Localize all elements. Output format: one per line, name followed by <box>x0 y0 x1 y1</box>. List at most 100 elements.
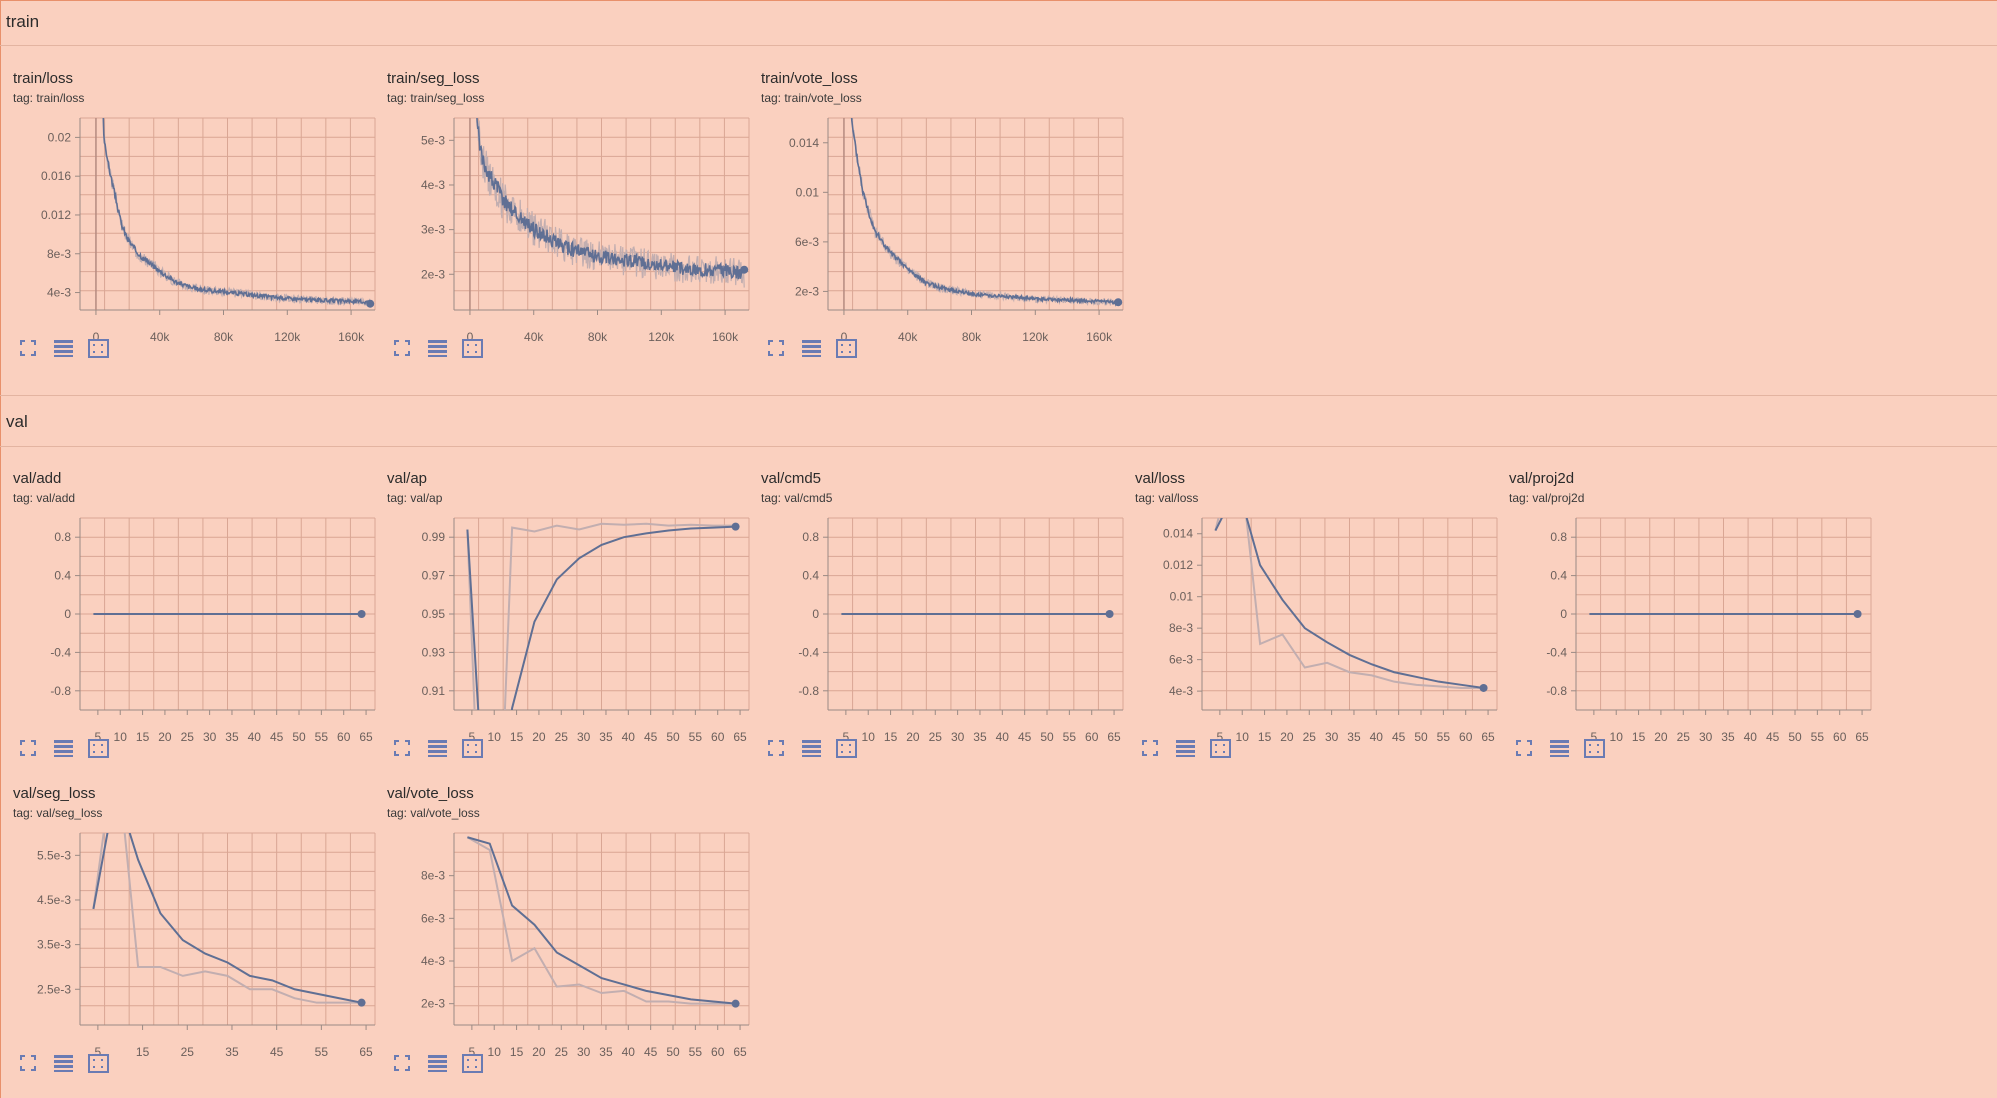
series-line <box>467 836 736 1005</box>
x-tick-label: 30 <box>577 1045 591 1059</box>
y-tick-label: 0.91 <box>422 684 446 698</box>
series <box>466 522 736 710</box>
fullscreen-icon[interactable] <box>1139 737 1161 759</box>
x-tick-label: 45 <box>644 1045 658 1059</box>
y-tick-label: 0.014 <box>1163 527 1193 541</box>
section-header-train[interactable]: train <box>0 0 1997 46</box>
scalar-card: val/seg_loss tag: val/seg_loss 5 15 25 35 45 55… <box>0 785 376 1085</box>
y-tick-label: 0 <box>812 607 819 621</box>
x-tick-label: 50 <box>666 1045 680 1059</box>
x-tick-label: 5 <box>1217 730 1224 744</box>
fit-domain-icon[interactable] <box>87 337 109 359</box>
line-chart[interactable]: 5 10 15 20 25 30 35 40 45 50 55 60 65 2e-3 4e-3 6e-3 8e-… <box>374 785 754 1059</box>
fullscreen-icon[interactable] <box>391 337 413 359</box>
fullscreen-icon[interactable] <box>17 1052 39 1074</box>
y-tick-label: -0.4 <box>50 645 71 659</box>
last-point-marker <box>366 299 375 308</box>
fullscreen-icon[interactable] <box>765 337 787 359</box>
list-icon[interactable] <box>426 337 448 359</box>
y-tick-label: 5.5e-3 <box>37 848 71 862</box>
list-icon[interactable] <box>426 737 448 759</box>
line-chart[interactable]: 5 10 15 20 25 30 35 40 45 50 55 60 65 -0.8 -0.4 0 0.4 0.8 <box>748 470 1128 744</box>
x-tick-label: 30 <box>577 730 591 744</box>
y-tick-label: 0.95 <box>422 607 446 621</box>
y-tick-label: 0.01 <box>1170 590 1194 604</box>
grid <box>453 517 750 711</box>
list-icon[interactable] <box>52 1052 74 1074</box>
line-chart[interactable]: 5 10 15 20 25 30 35 40 45 50 55 60 65 -0.8 -0.4 0 0.4 0.8 <box>0 470 380 744</box>
fullscreen-icon[interactable] <box>1513 737 1535 759</box>
y-tick-label: -0.8 <box>1546 684 1567 698</box>
list-icon[interactable] <box>1174 737 1196 759</box>
card-title: train/loss <box>13 70 74 87</box>
raw-series-line <box>466 836 736 1005</box>
x-tick-label: 35 <box>599 730 613 744</box>
card-tag: tag: val/add <box>13 491 76 505</box>
card-title: val/add <box>13 470 62 487</box>
list-icon[interactable] <box>52 337 74 359</box>
x-tick-label: 60 <box>1459 730 1473 744</box>
x-tick-label: 40k <box>524 330 544 344</box>
fullscreen-icon[interactable] <box>391 1052 413 1074</box>
list-icon[interactable] <box>800 737 822 759</box>
y-tick-label: 0.93 <box>422 645 446 659</box>
list-icon[interactable] <box>52 737 74 759</box>
series-line <box>476 118 745 280</box>
y-tick-label: 8e-3 <box>47 247 71 261</box>
fullscreen-icon[interactable] <box>391 737 413 759</box>
fit-domain-icon[interactable] <box>1583 737 1605 759</box>
y-tick-label: 2e-3 <box>421 997 445 1011</box>
y-tick-label: 4e-3 <box>47 286 71 300</box>
raw-series-line <box>466 522 736 710</box>
x-tick-label: 15 <box>1258 730 1272 744</box>
x-tick-label: 60 <box>337 730 351 744</box>
fit-domain-icon[interactable] <box>835 337 857 359</box>
x-tick-label: 65 <box>359 730 373 744</box>
scalar-card: val/ap tag: val/ap 5 10 15 20 25 30 35 40 45 50 55 60… <box>374 470 750 770</box>
fit-domain-icon[interactable] <box>461 737 483 759</box>
x-tick-label: 0 <box>841 330 848 344</box>
x-tick-label: 60 <box>1085 730 1099 744</box>
fullscreen-icon[interactable] <box>17 737 39 759</box>
fit-domain-icon[interactable] <box>461 1052 483 1074</box>
list-icon[interactable] <box>1548 737 1570 759</box>
fit-domain-icon[interactable] <box>1209 737 1231 759</box>
y-tick-label: 3.5e-3 <box>37 938 71 952</box>
y-tick-label: 4e-3 <box>1169 684 1193 698</box>
list-icon[interactable] <box>426 1052 448 1074</box>
line-chart[interactable]: 5 10 15 20 25 30 35 40 45 50 55 60 65 0.91 0.93 0.95 0.9… <box>374 470 754 744</box>
x-tick-label: 10 <box>1236 730 1250 744</box>
y-tick-label: 0.97 <box>422 569 446 583</box>
fit-domain-icon[interactable] <box>461 337 483 359</box>
fullscreen-icon[interactable] <box>765 737 787 759</box>
scalar-card: val/loss tag: val/loss 5 10 15 20 25 30 35 40 45 50… <box>1122 470 1498 770</box>
series <box>102 118 371 307</box>
list-icon[interactable] <box>800 337 822 359</box>
fit-domain-icon[interactable] <box>87 737 109 759</box>
x-tick-label: 20 <box>1654 730 1668 744</box>
card-title: val/seg_loss <box>13 785 96 802</box>
line-chart[interactable]: 5 10 15 20 25 30 35 40 45 50 55 60 65 -0.8 -0.4 0 0.4 0.8 <box>1496 470 1876 744</box>
x-tick-label: 45 <box>270 730 284 744</box>
y-tick-label: 0.01 <box>796 185 820 199</box>
grid <box>453 117 750 311</box>
x-tick-label: 45 <box>644 730 658 744</box>
y-tick-label: 2e-3 <box>421 267 445 281</box>
line-chart[interactable]: 5 10 15 20 25 30 35 40 45 50 55 60 65 4e-3 6e-3 8e-3 0.0… <box>1122 470 1502 744</box>
card-title: val/ap <box>387 470 428 487</box>
line-chart[interactable]: 0 40k 80k 120k 160k 4e-3 8e-3 0.012 0.016 0.02 <box>0 70 380 344</box>
scalar-card: val/proj2d tag: val/proj2d 5 10 15 20 25 30 35 40… <box>1496 470 1872 770</box>
y-tick-label: -0.8 <box>50 684 71 698</box>
fit-domain-icon[interactable] <box>835 737 857 759</box>
line-chart[interactable]: 0 40k 80k 120k 160k 2e-3 6e-3 0.01 0.014 <box>748 70 1128 344</box>
fit-domain-icon[interactable] <box>87 1052 109 1074</box>
y-tick-label: 0.014 <box>789 136 819 150</box>
section-header-val[interactable]: val <box>0 395 1997 447</box>
grid <box>453 832 750 1026</box>
x-tick-label: 35 <box>599 1045 613 1059</box>
fullscreen-icon[interactable] <box>17 337 39 359</box>
line-chart[interactable]: 0 40k 80k 120k 160k 2e-3 3e-3 4e-3 5e-3 <box>374 70 754 344</box>
x-tick-label: 20 <box>532 1045 546 1059</box>
series-line <box>850 118 1119 307</box>
line-chart[interactable]: 5 15 25 35 45 55 65 2.5e-3 3.5e-3 4.5e-3 5.5e-3 <box>0 785 380 1059</box>
